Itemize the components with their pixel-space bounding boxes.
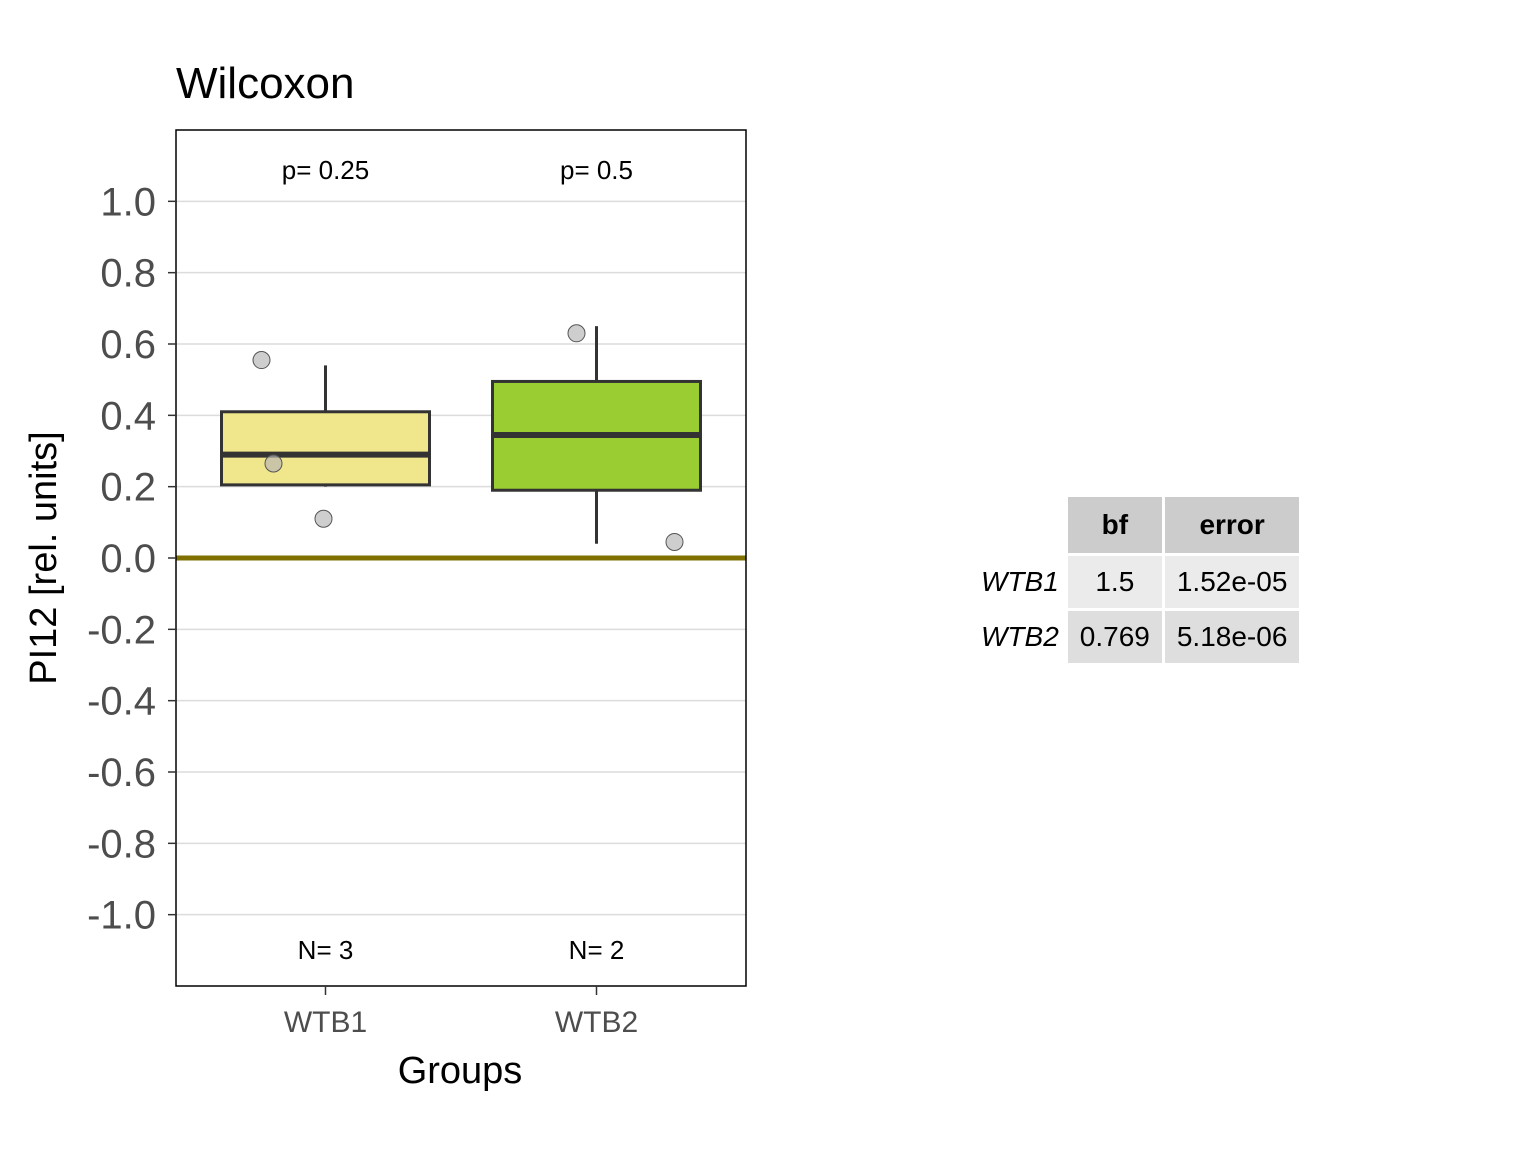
data-point — [567, 324, 586, 343]
n-count-label: N= 2 — [569, 935, 625, 965]
chart-title: Wilcoxon — [176, 59, 355, 108]
y-tick-label: 1.0 — [100, 180, 156, 224]
table-header-row: bf error — [981, 497, 1300, 553]
x-axis-title: Groups — [398, 1050, 523, 1092]
y-axis-title: PI12 [rel. units] — [23, 431, 65, 684]
y-tick-label: -1.0 — [87, 894, 156, 938]
table-row: WTB1 1.5 1.52e-05 — [981, 556, 1300, 608]
data-point — [264, 454, 283, 473]
y-tick-label: -0.6 — [87, 751, 156, 795]
x-axis-ticks: WTB1 WTB2 — [284, 986, 638, 1039]
data-point — [665, 532, 684, 551]
cell-bf: 1.5 — [1067, 556, 1162, 608]
bayes-factor-table: bf error WTB1 1.5 1.52e-05 WTB2 0.769 5.… — [978, 494, 1302, 666]
y-tick-label: 0.4 — [100, 394, 156, 438]
p-value-label: p= 0.5 — [560, 155, 633, 185]
y-axis-ticks: 1.0 0.8 0.6 0.4 0.2 0.0 -0.2 -0.4 -0.6 -0.8 -1.0 — [87, 180, 176, 938]
y-tick-label: -0.4 — [87, 680, 156, 724]
box-wtb2: p= 0.5 N= 2 — [491, 155, 702, 965]
y-tick-label: -0.2 — [87, 608, 156, 652]
boxes: p= 0.25 N= 3 p= 0.5 N= 2 — [220, 155, 702, 965]
data-point — [252, 351, 271, 370]
table-corner — [981, 497, 1065, 553]
x-tick-label: WTB1 — [284, 1006, 367, 1039]
box-wtb1: p= 0.25 N= 3 — [220, 155, 431, 965]
y-tick-label: 0.2 — [100, 466, 156, 510]
p-value-label: p= 0.25 — [282, 155, 369, 185]
y-tick-label: 0.0 — [100, 537, 156, 581]
box-iqr — [220, 410, 431, 487]
y-tick-label: -0.8 — [87, 822, 156, 866]
y-tick-label: 0.6 — [100, 323, 156, 367]
table-row: WTB2 0.769 5.18e-06 — [981, 611, 1300, 663]
y-tick-label: 0.8 — [100, 252, 156, 296]
cell-error: 5.18e-06 — [1164, 611, 1300, 663]
header-error: error — [1164, 497, 1300, 553]
cell-bf: 0.769 — [1067, 611, 1162, 663]
n-count-label: N= 3 — [298, 935, 354, 965]
data-point — [314, 509, 333, 528]
cell-error: 1.52e-05 — [1164, 556, 1300, 608]
x-tick-label: WTB2 — [555, 1006, 638, 1039]
header-bf: bf — [1067, 497, 1162, 553]
row-name: WTB1 — [981, 566, 1059, 597]
row-name: WTB2 — [981, 621, 1059, 652]
